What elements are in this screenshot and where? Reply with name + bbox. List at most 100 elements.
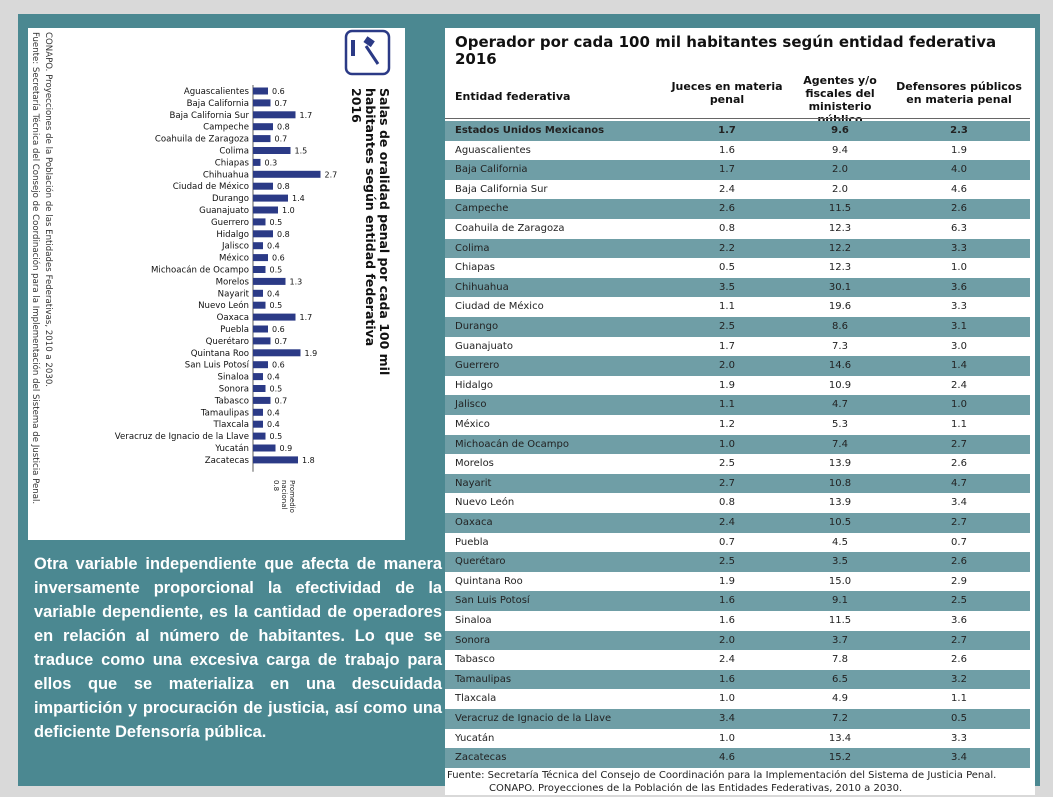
- table-title-line: Operador por cada 100 mil habitantes seg…: [455, 33, 997, 51]
- table-cell: 4.5: [832, 536, 848, 548]
- table-cell: Jalisco: [455, 399, 487, 411]
- table-cell: 2.5: [719, 458, 735, 470]
- category-label: Tabasco: [214, 396, 249, 406]
- header-cell: Jueces en materia penal: [671, 80, 783, 106]
- bar: [253, 313, 296, 321]
- bar: [253, 147, 291, 154]
- table: Operador por cada 100 mil habitantes seg…: [445, 28, 1035, 795]
- bar: [253, 111, 296, 119]
- table-cell: 0.8: [719, 497, 735, 509]
- table-cell: 2.6: [951, 654, 967, 666]
- table-cell: 1.7: [718, 125, 736, 136]
- table-cell: 14.6: [828, 360, 852, 372]
- value-label: 0.4: [267, 242, 280, 251]
- bar: [253, 289, 263, 297]
- table-row: Chiapas 0.5 12.3 1.0: [445, 258, 1030, 278]
- table-cell: 1.1: [951, 693, 967, 705]
- table-cell: 13.9: [828, 458, 852, 470]
- table-cell: 3.3: [951, 242, 967, 254]
- table-row: Aguascalientes 1.6 9.4 1.9: [445, 140, 1030, 161]
- table-row: Campeche 2.6 11.5 2.6: [445, 199, 1030, 219]
- table-cell: 3.3: [951, 301, 967, 313]
- table-cell: Coahuila de Zaragoza: [455, 223, 565, 234]
- table-cell: Tlaxcala: [455, 693, 497, 705]
- category-label: México: [219, 253, 249, 264]
- category-label: Oaxaca: [217, 313, 249, 323]
- table-cell: 13.4: [828, 732, 852, 744]
- table-cell: Durango: [455, 321, 499, 332]
- table-cell: 5.3: [832, 419, 848, 430]
- table-cell: 10.9: [828, 379, 852, 391]
- category-label: Baja California: [187, 99, 249, 109]
- bar: [253, 87, 268, 95]
- header-rule: [445, 118, 1030, 119]
- category-label: Nuevo León: [198, 300, 249, 311]
- table-row: Puebla 0.7 4.5 0.7: [445, 532, 1030, 553]
- chart-source: CONAPO. Proyecciones de la Población de …: [43, 32, 54, 387]
- table-title-line: 2016: [455, 50, 497, 68]
- table-cell: Veracruz de Ignacio de la Llave: [455, 713, 612, 724]
- table-cell: 6.3: [951, 223, 967, 234]
- category-label: Chiapas: [215, 158, 250, 168]
- table-cell: 2.0: [832, 183, 848, 195]
- bar: [253, 254, 268, 262]
- table-cell: 3.1: [951, 321, 967, 332]
- bar: [253, 123, 273, 131]
- value-label: 0.4: [267, 408, 280, 417]
- table-cell: 4.7: [832, 399, 848, 411]
- table-cell: 1.0: [719, 693, 735, 705]
- table-cell: 1.6: [719, 595, 735, 607]
- bar: [253, 456, 298, 464]
- value-label: 1.4: [292, 194, 305, 203]
- value-label: 0.7: [275, 337, 288, 346]
- value-label: 0.5: [270, 218, 283, 227]
- table-cell: 1.1: [719, 399, 735, 411]
- value-label: 1.7: [300, 111, 313, 120]
- bar: [253, 158, 261, 166]
- category-label: Baja California Sur: [169, 111, 249, 121]
- value-label: 0.4: [267, 289, 280, 298]
- table-cell: 3.5: [719, 281, 735, 293]
- table-cell: 1.9: [719, 575, 735, 587]
- table-row: San Luis Potosí 1.6 9.1 2.5: [445, 591, 1030, 611]
- table-cell: 9.6: [831, 125, 849, 136]
- table-cell: Colima: [455, 242, 490, 254]
- table-cell: 3.4: [951, 497, 967, 509]
- table-cell: Tamaulipas: [455, 673, 512, 685]
- table-row: Sinaloa 1.6 11.5 3.6: [445, 611, 1030, 631]
- table-cell: México: [455, 419, 490, 430]
- table-cell: Guerrero: [455, 360, 500, 372]
- bar: [253, 349, 301, 357]
- table-source: Fuente: Secretaría Técnica del Consejo d…: [447, 769, 996, 795]
- category-label: Nayarit: [218, 289, 250, 299]
- bar: [253, 385, 266, 392]
- table-row: Baja California 1.7 2.0 4.0: [445, 160, 1030, 180]
- bar: [253, 266, 266, 273]
- table-cell: 1.1: [951, 419, 967, 430]
- table-cell: 1.0: [719, 732, 735, 744]
- table-row: Baja California Sur 2.4 2.0 4.6: [445, 179, 1030, 200]
- table-row: Hidalgo 1.9 10.9 2.4: [445, 375, 1030, 396]
- table-source-line: CONAPO. Proyecciones de la Población de …: [489, 783, 903, 794]
- category-label: Ciudad de México: [173, 181, 249, 192]
- bar: [253, 444, 276, 452]
- table-cell: 2.7: [719, 477, 735, 489]
- table-cell: Oaxaca: [455, 517, 493, 528]
- value-label: 2.7: [325, 170, 338, 179]
- table-cell: 0.5: [719, 262, 735, 274]
- table-source-line: Fuente: Secretaría Técnica del Consejo d…: [447, 770, 997, 781]
- table-row: México 1.2 5.3 1.1: [445, 415, 1030, 435]
- value-label: 0.6: [272, 254, 285, 263]
- category-label: Coahuila de Zaragoza: [155, 135, 249, 145]
- category-label: Yucatán: [214, 444, 249, 454]
- category-label: Querétaro: [206, 336, 249, 347]
- table-cell: 10.8: [828, 477, 852, 489]
- category-label: Tamaulipas: [200, 408, 250, 418]
- bar: [253, 182, 273, 190]
- table-cell: 2.7: [951, 517, 967, 528]
- table-row: Morelos 2.5 13.9 2.6: [445, 454, 1030, 474]
- gavel-icon: [344, 29, 391, 76]
- table-cell: 3.5: [832, 556, 848, 568]
- table-cell: 11.5: [828, 615, 852, 626]
